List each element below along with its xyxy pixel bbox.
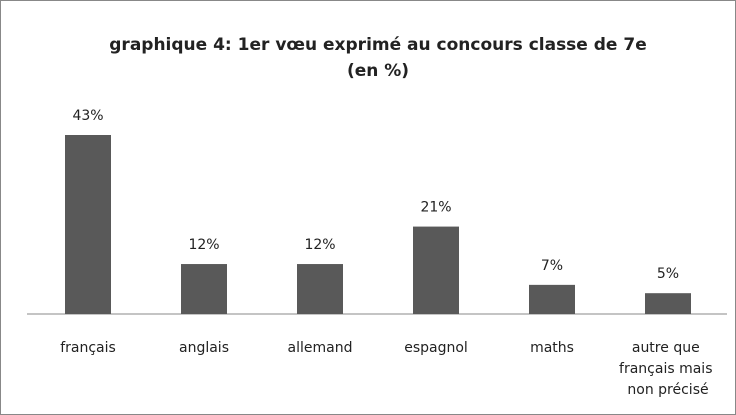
- x-tick-label: anglais: [179, 340, 229, 356]
- chart-title: graphique 4: 1er vœu exprimé au concours…: [109, 35, 646, 55]
- x-tick-label: espagnol: [404, 340, 468, 356]
- x-tick-label: allemand: [288, 340, 353, 356]
- data-label: 5%: [657, 266, 679, 282]
- bar: [297, 264, 343, 314]
- bar: [529, 284, 575, 314]
- data-label: 12%: [304, 237, 335, 253]
- bar: [181, 264, 227, 314]
- bar: [65, 135, 111, 314]
- bar: [413, 226, 459, 314]
- bar: [645, 293, 691, 314]
- data-label: 12%: [188, 237, 219, 253]
- data-label: 21%: [420, 200, 451, 216]
- chart-title: (en %): [347, 61, 409, 81]
- x-tick-label: autre que français mais non précisé: [619, 340, 717, 398]
- data-label: 43%: [72, 108, 103, 124]
- data-label: 7%: [541, 258, 563, 274]
- x-tick-label: maths: [530, 340, 574, 356]
- x-tick-label: français: [60, 340, 116, 356]
